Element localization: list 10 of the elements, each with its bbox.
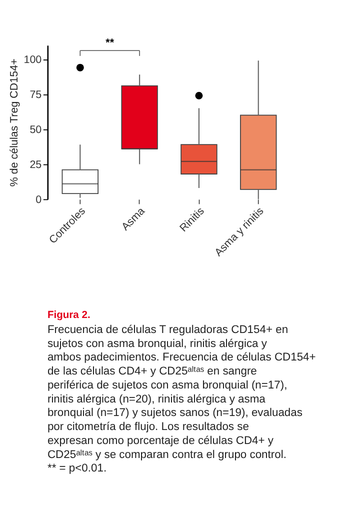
y-tick-label: 25 bbox=[30, 159, 42, 172]
text: Figura 2. bbox=[47, 310, 90, 322]
y-tick-label: 75 bbox=[30, 89, 42, 102]
annotation: ** bbox=[106, 37, 115, 50]
y-tick-label: 0 bbox=[36, 194, 42, 206]
y-tick-label: 50 bbox=[30, 124, 42, 136]
y-tick-label: 100 bbox=[24, 54, 42, 66]
text: ** = p<0.01. bbox=[47, 462, 107, 475]
text: Frecuencia de células T reguladoras CD154+ en sujetos con asma bronquial, rinitis alérgica y ambos padecimientos. Frecuencia de células CD154+ de las células CD4+ y CD25ᵃˡᵗᵃˢ en sangre periférica de sujetos con asma bronquial (n=17), rinitis alérgica (n=20), rinitis alérgica y asma bronquial (n=17) y sujetos sanos (n=19), evaluadas por citometría de flujo. Los resultados se expresan como porcentaje de células CD4+ y CD25ᵃˡᵗᵃˢ y se comparan contra el grupo control. bbox=[47, 324, 316, 461]
y-axis-title: % de células Treg CD154+ bbox=[8, 58, 20, 187]
